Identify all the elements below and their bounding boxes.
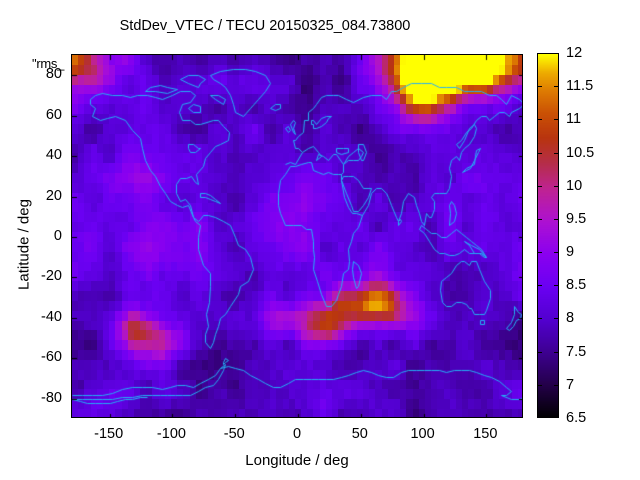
colorbar-gradient: [538, 54, 558, 417]
y-tick-label: -20: [41, 268, 62, 285]
y-tick-label: 80: [45, 66, 62, 83]
heatmap-plot-area: [71, 54, 523, 418]
y-tick-label: -60: [41, 349, 62, 366]
stray-overlapping-annotation: "rms_: [32, 56, 65, 71]
colorbar-tick-label: 6.5: [566, 410, 587, 426]
y-tick-label: 20: [45, 187, 62, 204]
colorbar-tick-label: 10: [566, 177, 583, 194]
colorbar-tick-label: 7.5: [566, 343, 587, 360]
x-axis-title: Longitude / deg: [245, 452, 349, 469]
y-tick-label: 0: [53, 228, 62, 244]
colorbar-tick-label: 9: [566, 244, 575, 261]
colorbar-tick-label: 8.5: [566, 277, 587, 294]
colorbar-tick-label: 10.5: [566, 144, 595, 161]
colorbar-tick-label: 11: [566, 111, 582, 128]
page-title: StdDev_VTEC / TECU 20150325_084.73800: [119, 18, 411, 34]
colorbar-tick-label: 11.5: [566, 78, 594, 95]
y-tick-label: -40: [41, 308, 62, 325]
colorbar: [537, 53, 559, 418]
x-tick-label: 100: [410, 426, 435, 442]
x-tick-label: 50: [351, 426, 368, 442]
x-tick-label: 0: [292, 426, 302, 442]
x-tick-label: -100: [156, 426, 186, 442]
x-tick-label: -50: [223, 426, 245, 442]
y-axis-title: Latitude / deg: [15, 199, 33, 290]
x-tick-label: -150: [94, 426, 124, 442]
y-tick-label: -80: [41, 389, 62, 406]
coastline-overlay: [72, 55, 522, 417]
colorbar-tick-label: 7: [566, 376, 575, 393]
y-tick-label: 60: [45, 106, 62, 123]
colorbar-tick-label: 9.5: [566, 210, 587, 227]
x-tick-label: 150: [473, 426, 498, 442]
colorbar-tick-label: 8: [566, 310, 575, 327]
y-tick-label: 40: [45, 147, 62, 164]
colorbar-tick-label: 12: [566, 45, 583, 61]
